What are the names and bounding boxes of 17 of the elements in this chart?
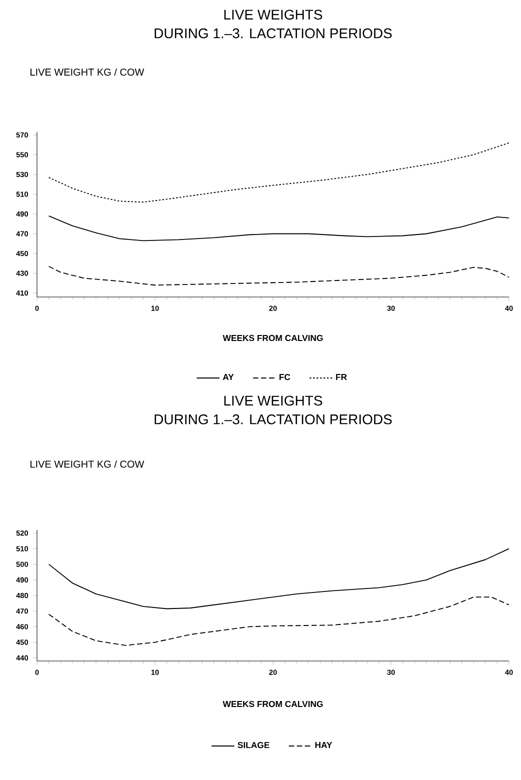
legend-label: FC bbox=[280, 374, 290, 380]
chart-subtitle: DURING 1.–3. LACTATION PERIODS bbox=[154, 414, 392, 424]
legend-label: AY bbox=[222, 374, 234, 380]
legend-label: HAY bbox=[315, 742, 332, 748]
y-axis-title: LIVE WEIGHT KG / COW bbox=[30, 460, 144, 468]
line-series bbox=[48, 216, 509, 242]
legend-label: SILAGE bbox=[238, 742, 270, 748]
x-axis-title: WEEKS FROM CALVING bbox=[222, 334, 323, 342]
line-series bbox=[48, 548, 509, 610]
line-series bbox=[48, 596, 509, 646]
line-series bbox=[48, 142, 509, 203]
chart-title: LIVE WEIGHTS bbox=[224, 396, 322, 406]
legend-label: FR bbox=[336, 374, 347, 380]
x-axis-title: WEEKS FROM CALVING bbox=[222, 700, 323, 708]
y-axis-title: LIVE WEIGHT KG / COW bbox=[30, 68, 144, 76]
chart-title: LIVE WEIGHTS bbox=[224, 10, 322, 20]
chart-subtitle: DURING 1.–3. LACTATION PERIODS bbox=[154, 28, 392, 38]
